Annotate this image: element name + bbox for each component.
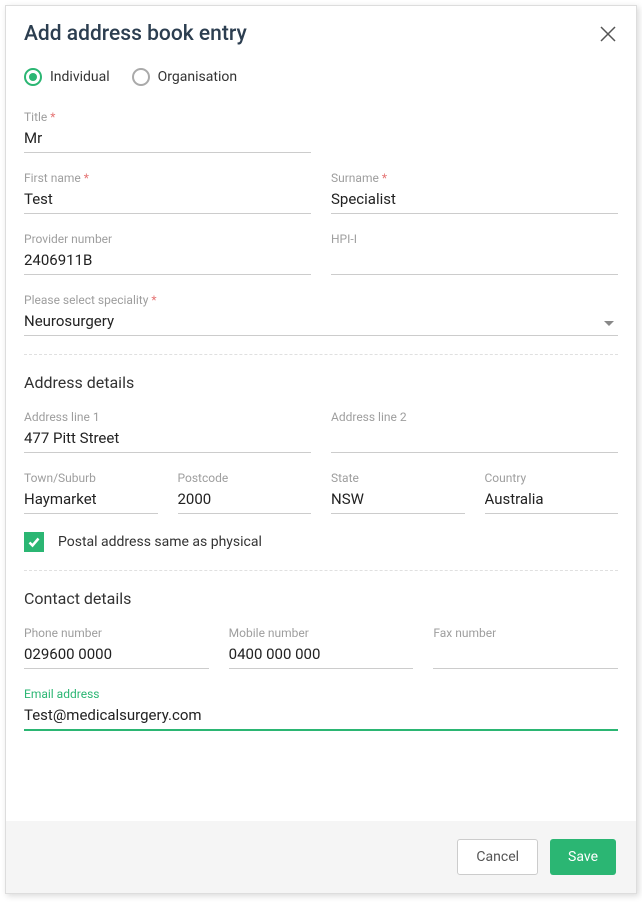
divider	[24, 354, 618, 355]
email-label: Email address	[24, 687, 618, 701]
radio-icon-selected	[24, 68, 42, 86]
postcode-field: Postcode	[178, 471, 312, 514]
speciality-select[interactable]	[24, 309, 618, 336]
hpi-input[interactable]	[331, 248, 618, 275]
speciality-label: Please select speciality *	[24, 293, 618, 307]
radio-label: Individual	[50, 69, 110, 85]
check-icon	[27, 535, 41, 549]
title-label: Title *	[24, 110, 311, 124]
address-line1-label: Address line 1	[24, 410, 311, 424]
postal-same-checkbox[interactable]	[24, 532, 44, 552]
state-label: State	[331, 471, 465, 485]
radio-label: Organisation	[158, 69, 237, 85]
address-line2-field: Address line 2	[331, 410, 618, 453]
save-button[interactable]: Save	[550, 839, 616, 875]
town-label: Town/Suburb	[24, 471, 158, 485]
divider	[24, 570, 618, 571]
contact-section-heading: Contact details	[24, 589, 618, 608]
fax-field: Fax number	[433, 626, 618, 669]
surname-field: Surname *	[331, 171, 618, 214]
phone-field: Phone number	[24, 626, 209, 669]
close-icon	[599, 25, 617, 43]
title-input[interactable]	[24, 126, 311, 153]
town-field: Town/Suburb	[24, 471, 158, 514]
postal-same-label: Postal address same as physical	[58, 534, 262, 550]
dialog-title: Add address book entry	[24, 22, 247, 46]
provider-number-label: Provider number	[24, 232, 311, 246]
entry-type-radio-group: Individual Organisation	[24, 68, 618, 86]
close-button[interactable]	[598, 24, 618, 44]
mobile-label: Mobile number	[229, 626, 414, 640]
radio-icon	[132, 68, 150, 86]
dialog-footer: Cancel Save	[6, 821, 636, 893]
country-label: Country	[485, 471, 619, 485]
firstname-label: First name *	[24, 171, 311, 185]
cancel-button[interactable]: Cancel	[457, 839, 538, 875]
postcode-input[interactable]	[178, 487, 312, 514]
address-line2-label: Address line 2	[331, 410, 618, 424]
radio-individual[interactable]: Individual	[24, 68, 110, 86]
email-field: Email address	[24, 687, 618, 731]
radio-organisation[interactable]: Organisation	[132, 68, 237, 86]
dialog-header: Add address book entry	[24, 22, 618, 46]
speciality-field: Please select speciality *	[24, 293, 618, 336]
email-input[interactable]	[24, 703, 618, 731]
address-line1-field: Address line 1	[24, 410, 311, 453]
state-field: State	[331, 471, 465, 514]
provider-number-input[interactable]	[24, 248, 311, 275]
surname-label: Surname *	[331, 171, 618, 185]
hpi-label: HPI-I	[331, 232, 618, 246]
fax-input[interactable]	[433, 642, 618, 669]
address-section-heading: Address details	[24, 373, 618, 392]
country-input[interactable]	[485, 487, 619, 514]
mobile-field: Mobile number	[229, 626, 414, 669]
address-line1-input[interactable]	[24, 426, 311, 453]
state-input[interactable]	[331, 487, 465, 514]
phone-input[interactable]	[24, 642, 209, 669]
surname-input[interactable]	[331, 187, 618, 214]
address-line2-input[interactable]	[331, 426, 618, 453]
dialog-content: Add address book entry Individual Organi…	[6, 6, 636, 821]
country-field: Country	[485, 471, 619, 514]
phone-label: Phone number	[24, 626, 209, 640]
town-input[interactable]	[24, 487, 158, 514]
postal-same-row: Postal address same as physical	[24, 532, 618, 552]
firstname-input[interactable]	[24, 187, 311, 214]
mobile-input[interactable]	[229, 642, 414, 669]
title-field: Title *	[24, 110, 311, 153]
add-address-dialog: Add address book entry Individual Organi…	[5, 5, 637, 894]
firstname-field: First name *	[24, 171, 311, 214]
hpi-field: HPI-I	[331, 232, 618, 275]
postcode-label: Postcode	[178, 471, 312, 485]
provider-number-field: Provider number	[24, 232, 311, 275]
fax-label: Fax number	[433, 626, 618, 640]
